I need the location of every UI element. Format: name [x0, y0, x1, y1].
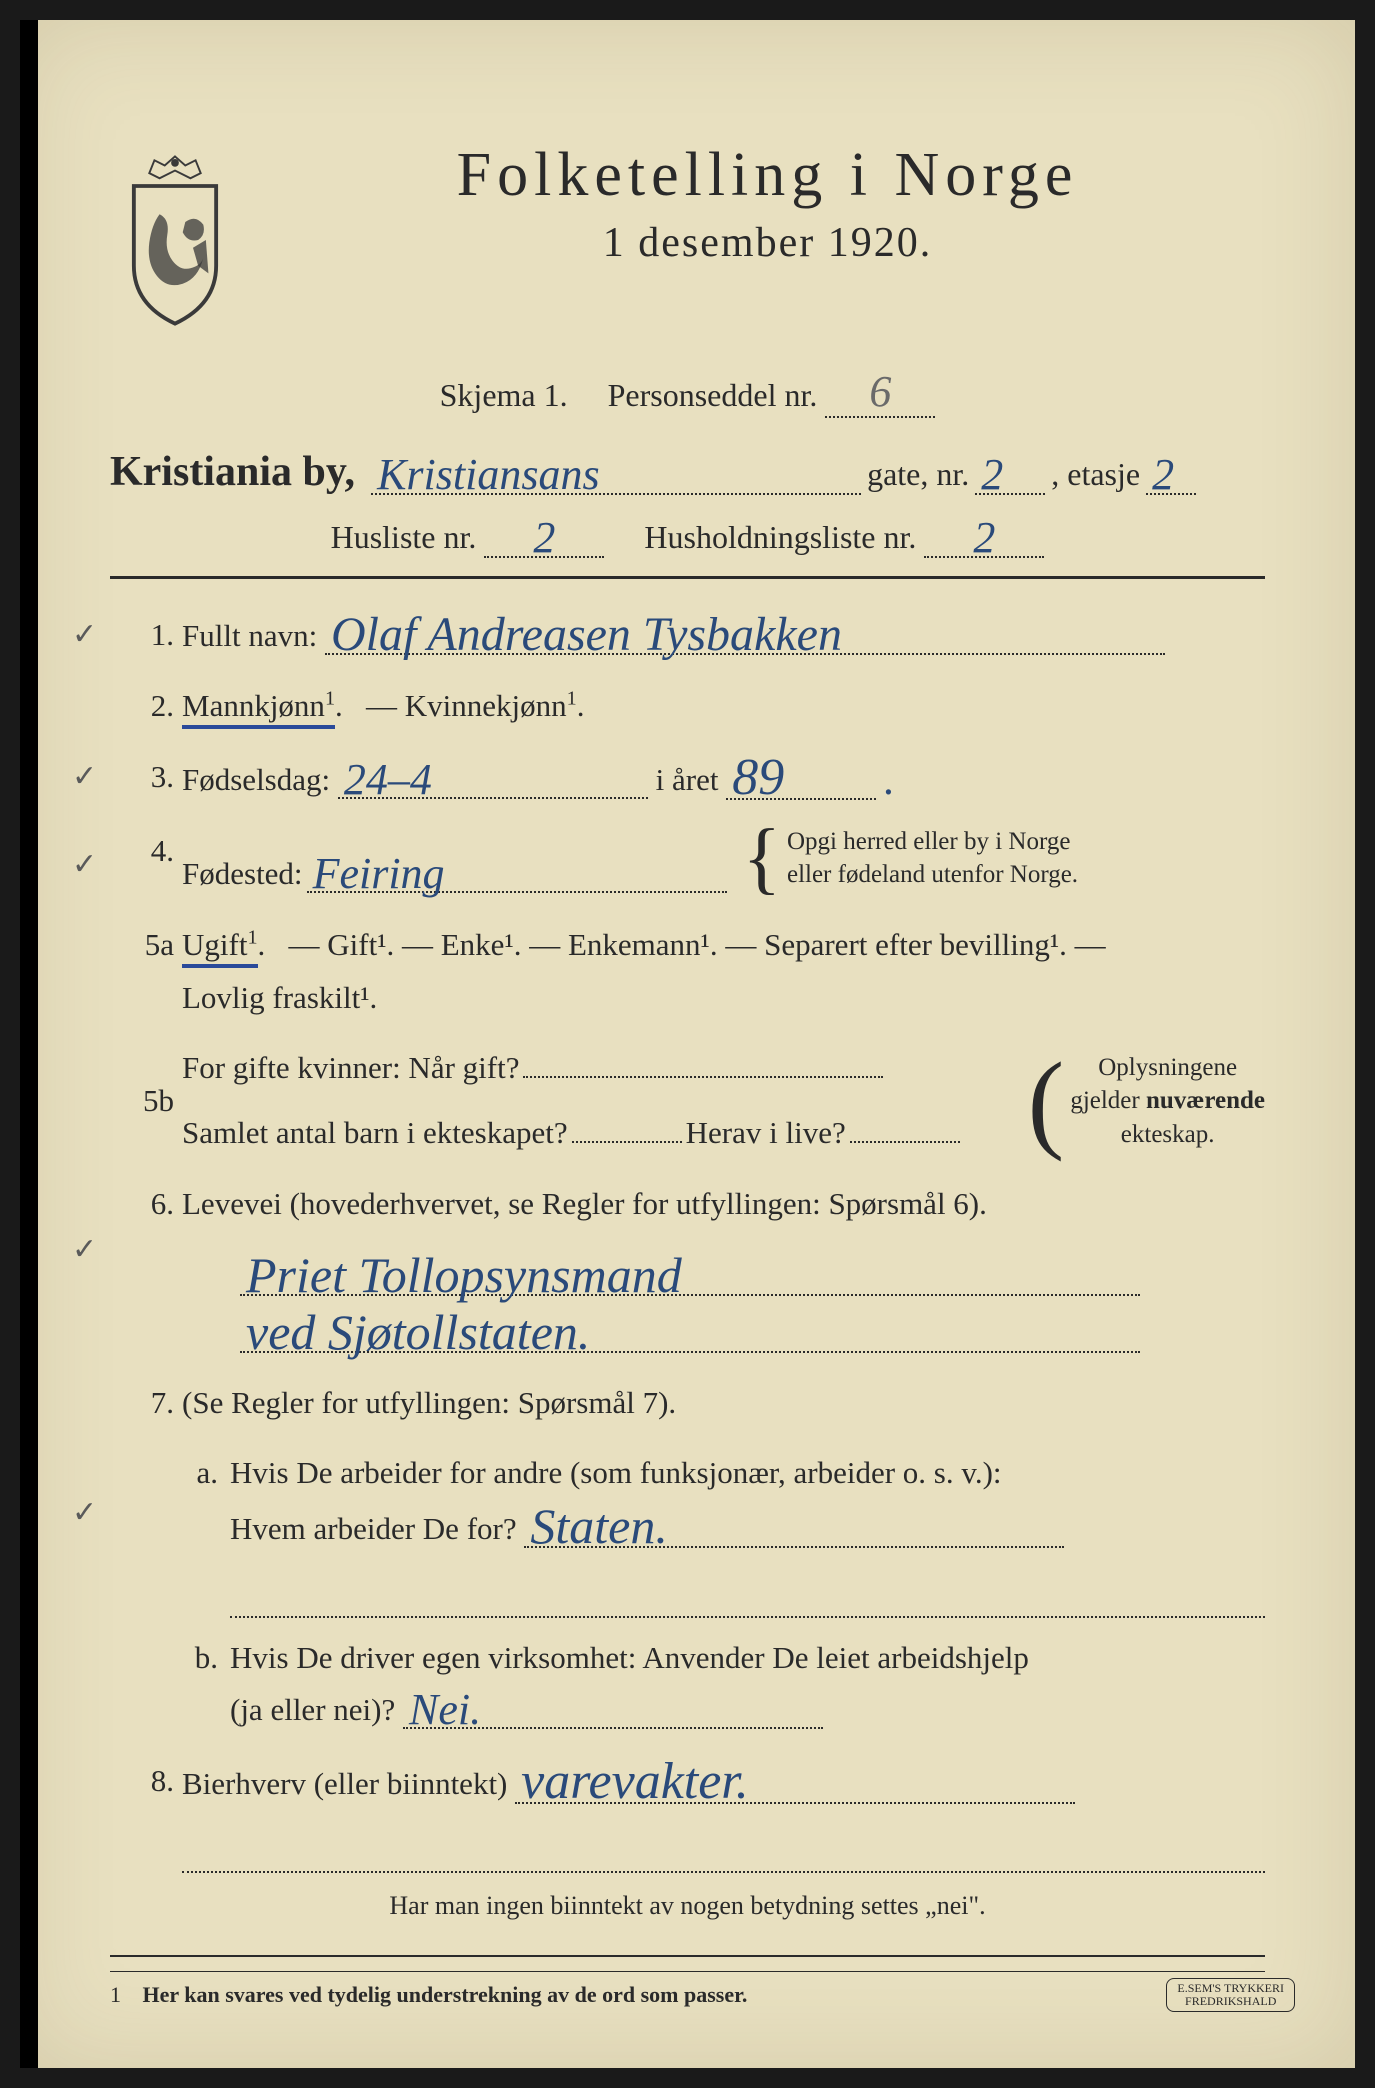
q5b-label1: For gifte kvinner: Når gift?: [182, 1042, 519, 1095]
q5b-line: 5b For gifte kvinner: Når gift? Samlet a…: [110, 1042, 1265, 1159]
header-row: Folketelling i Norge 1 desember 1920.: [110, 140, 1265, 330]
printer-mark: E.SEM'S TRYKKERIFREDRIKSHALD: [1166, 1978, 1295, 2012]
q2-line: 2. Mannkjønn1. — Kvinnekjønn1.: [110, 680, 1265, 733]
skjema-line: Skjema 1. Personseddel nr. 6: [110, 368, 1265, 418]
q5b-num: 5b: [110, 1075, 174, 1128]
title-block: Folketelling i Norge 1 desember 1920.: [270, 140, 1265, 267]
q4-label: Fødested:: [182, 848, 303, 901]
q5b-note: ( Oplysningene gjelder nuværende ekteska…: [1028, 1051, 1265, 1152]
checkmark-icon: ✓: [72, 839, 97, 890]
city-label: Kristiania by,: [110, 448, 355, 496]
q1-line: ✓ 1. Fullt navn: Olaf Andreasen Tysbakke…: [110, 609, 1265, 663]
footer-instruction: Har man ingen biinntekt av nogen betydni…: [110, 1891, 1265, 1921]
q7a-blank-line: [230, 1574, 1265, 1618]
q4-note: { Opgi herred eller by i Norge eller fød…: [743, 825, 1079, 893]
q8-line: 8. Bierhverv (eller biinntekt) varevakte…: [110, 1755, 1265, 1811]
q3-line: ✓ 3. Fødselsdag: 24–4 i året 89 .: [110, 751, 1265, 807]
q6-num: 6.: [110, 1178, 174, 1231]
ugift-selected: Ugift1: [182, 927, 258, 968]
street-value: Kristiansans: [377, 455, 600, 495]
q5a-options: — Gift¹. — Enke¹. — Enkemann¹. — Separer…: [289, 927, 1106, 962]
skjema-label-left: Skjema 1.: [440, 377, 568, 413]
footnote: 1 Her kan svares ved tydelig understrekn…: [110, 1971, 1265, 2008]
full-name-value: Olaf Andreasen Tysbakken: [331, 613, 842, 656]
husliste-nr-value: 2: [533, 518, 555, 558]
q4-line: ✓ 4. Fødested: Feiring { Opgi herred ell…: [110, 825, 1265, 901]
q7b-num: b.: [110, 1632, 218, 1685]
q6-line: ✓ 6. Levevei (hovederhvervet, se Regler …: [110, 1178, 1265, 1231]
kvinnekjonn-label: — Kvinnekjønn1.: [366, 688, 584, 723]
q8-label: Bierhverv (eller biinntekt): [182, 1766, 507, 1801]
q7a-num: a.: [110, 1447, 218, 1500]
q2-num: 2.: [110, 680, 174, 733]
gate-label: gate, nr.: [867, 456, 969, 493]
birthplace-value: Feiring: [313, 854, 445, 894]
hushold-label: Husholdningsliste nr.: [644, 519, 916, 555]
checkmark-icon: ✓: [72, 609, 97, 660]
q7-label: (Se Regler for utfyllingen: Spørsmål 7).: [182, 1385, 676, 1420]
skjema-label-right: Personseddel nr.: [608, 377, 818, 413]
children-alive-field: [850, 1141, 960, 1143]
q7b-label1: Hvis De driver egen virksomhet: Anvender…: [230, 1640, 1029, 1675]
checkmark-icon: ✓: [72, 1487, 97, 1538]
address-line-2: Husliste nr. 2 Husholdningsliste nr. 2: [110, 514, 1265, 557]
q5b-label2: Samlet antal barn i ekteskapet?: [182, 1107, 568, 1160]
q4-num: 4.: [110, 825, 174, 878]
main-title: Folketelling i Norge: [270, 140, 1265, 211]
q7b-label2: (ja eller nei)?: [230, 1692, 395, 1727]
q3-year-label: i året: [656, 762, 719, 797]
q5a-line: 5a Ugift1. — Gift¹. — Enke¹. — Enkemann¹…: [110, 919, 1265, 1024]
q7a-label1: Hvis De arbeider for andre (som funksjon…: [230, 1455, 1002, 1490]
q6-value-2: ved Sjøtollstaten.: [110, 1306, 1265, 1353]
q7-num: 7.: [110, 1377, 174, 1430]
q1-label: Fullt navn:: [182, 618, 317, 653]
q6-label: Levevei (hovederhvervet, se Regler for u…: [182, 1186, 987, 1221]
q7b-line: b. Hvis De driver egen virksomhet: Anven…: [110, 1632, 1265, 1737]
secondary-occupation-value: varevakter.: [521, 1759, 749, 1806]
q5a-num: 5a: [110, 919, 174, 972]
hired-help-value: Nei.: [409, 1690, 481, 1730]
children-total-field: [572, 1141, 682, 1143]
etasje-value: 2: [1152, 455, 1174, 495]
q3-label: Fødselsdag:: [182, 762, 330, 797]
personseddel-nr-value: 6: [869, 367, 891, 416]
q5b-label3: Herav i live?: [686, 1107, 846, 1160]
birthday-value: 24–4: [344, 760, 432, 800]
q6-value-1: Priet Tollopsynsmand: [110, 1249, 1265, 1296]
divider-bottom: [110, 1955, 1265, 1957]
q1-num: 1.: [110, 609, 174, 662]
employer-value: Staten.: [530, 1504, 667, 1549]
checkmark-icon: ✓: [72, 1224, 97, 1275]
address-line-1: Kristiania by, Kristiansans gate, nr. 2 …: [110, 448, 1265, 496]
q5a-line2: Lovlig fraskilt¹.: [182, 980, 377, 1015]
etasje-label: , etasje: [1051, 456, 1140, 493]
q7a-label2: Hvem arbeider De for?: [230, 1511, 517, 1546]
census-form-document: Folketelling i Norge 1 desember 1920. Sk…: [20, 20, 1355, 2068]
birth-year-value: 89: [732, 755, 784, 802]
q3-num: 3.: [110, 751, 174, 804]
divider-top: [110, 576, 1265, 579]
q8-num: 8.: [110, 1755, 174, 1808]
coat-of-arms-icon: [110, 150, 240, 330]
mannkjonn-selected: Mannkjønn1: [182, 688, 335, 729]
q8-blank-line: [182, 1829, 1265, 1873]
q7-line: 7. (Se Regler for utfyllingen: Spørsmål …: [110, 1377, 1265, 1430]
gate-nr-value: 2: [981, 455, 1003, 495]
marriage-year-field: [523, 1076, 883, 1078]
husliste-label: Husliste nr.: [331, 519, 477, 555]
subtitle: 1 desember 1920.: [270, 219, 1265, 267]
checkmark-icon: ✓: [72, 751, 97, 802]
hushold-nr-value: 2: [973, 518, 995, 558]
q7a-line: ✓ a. Hvis De arbeider for andre (som fun…: [110, 1447, 1265, 1555]
